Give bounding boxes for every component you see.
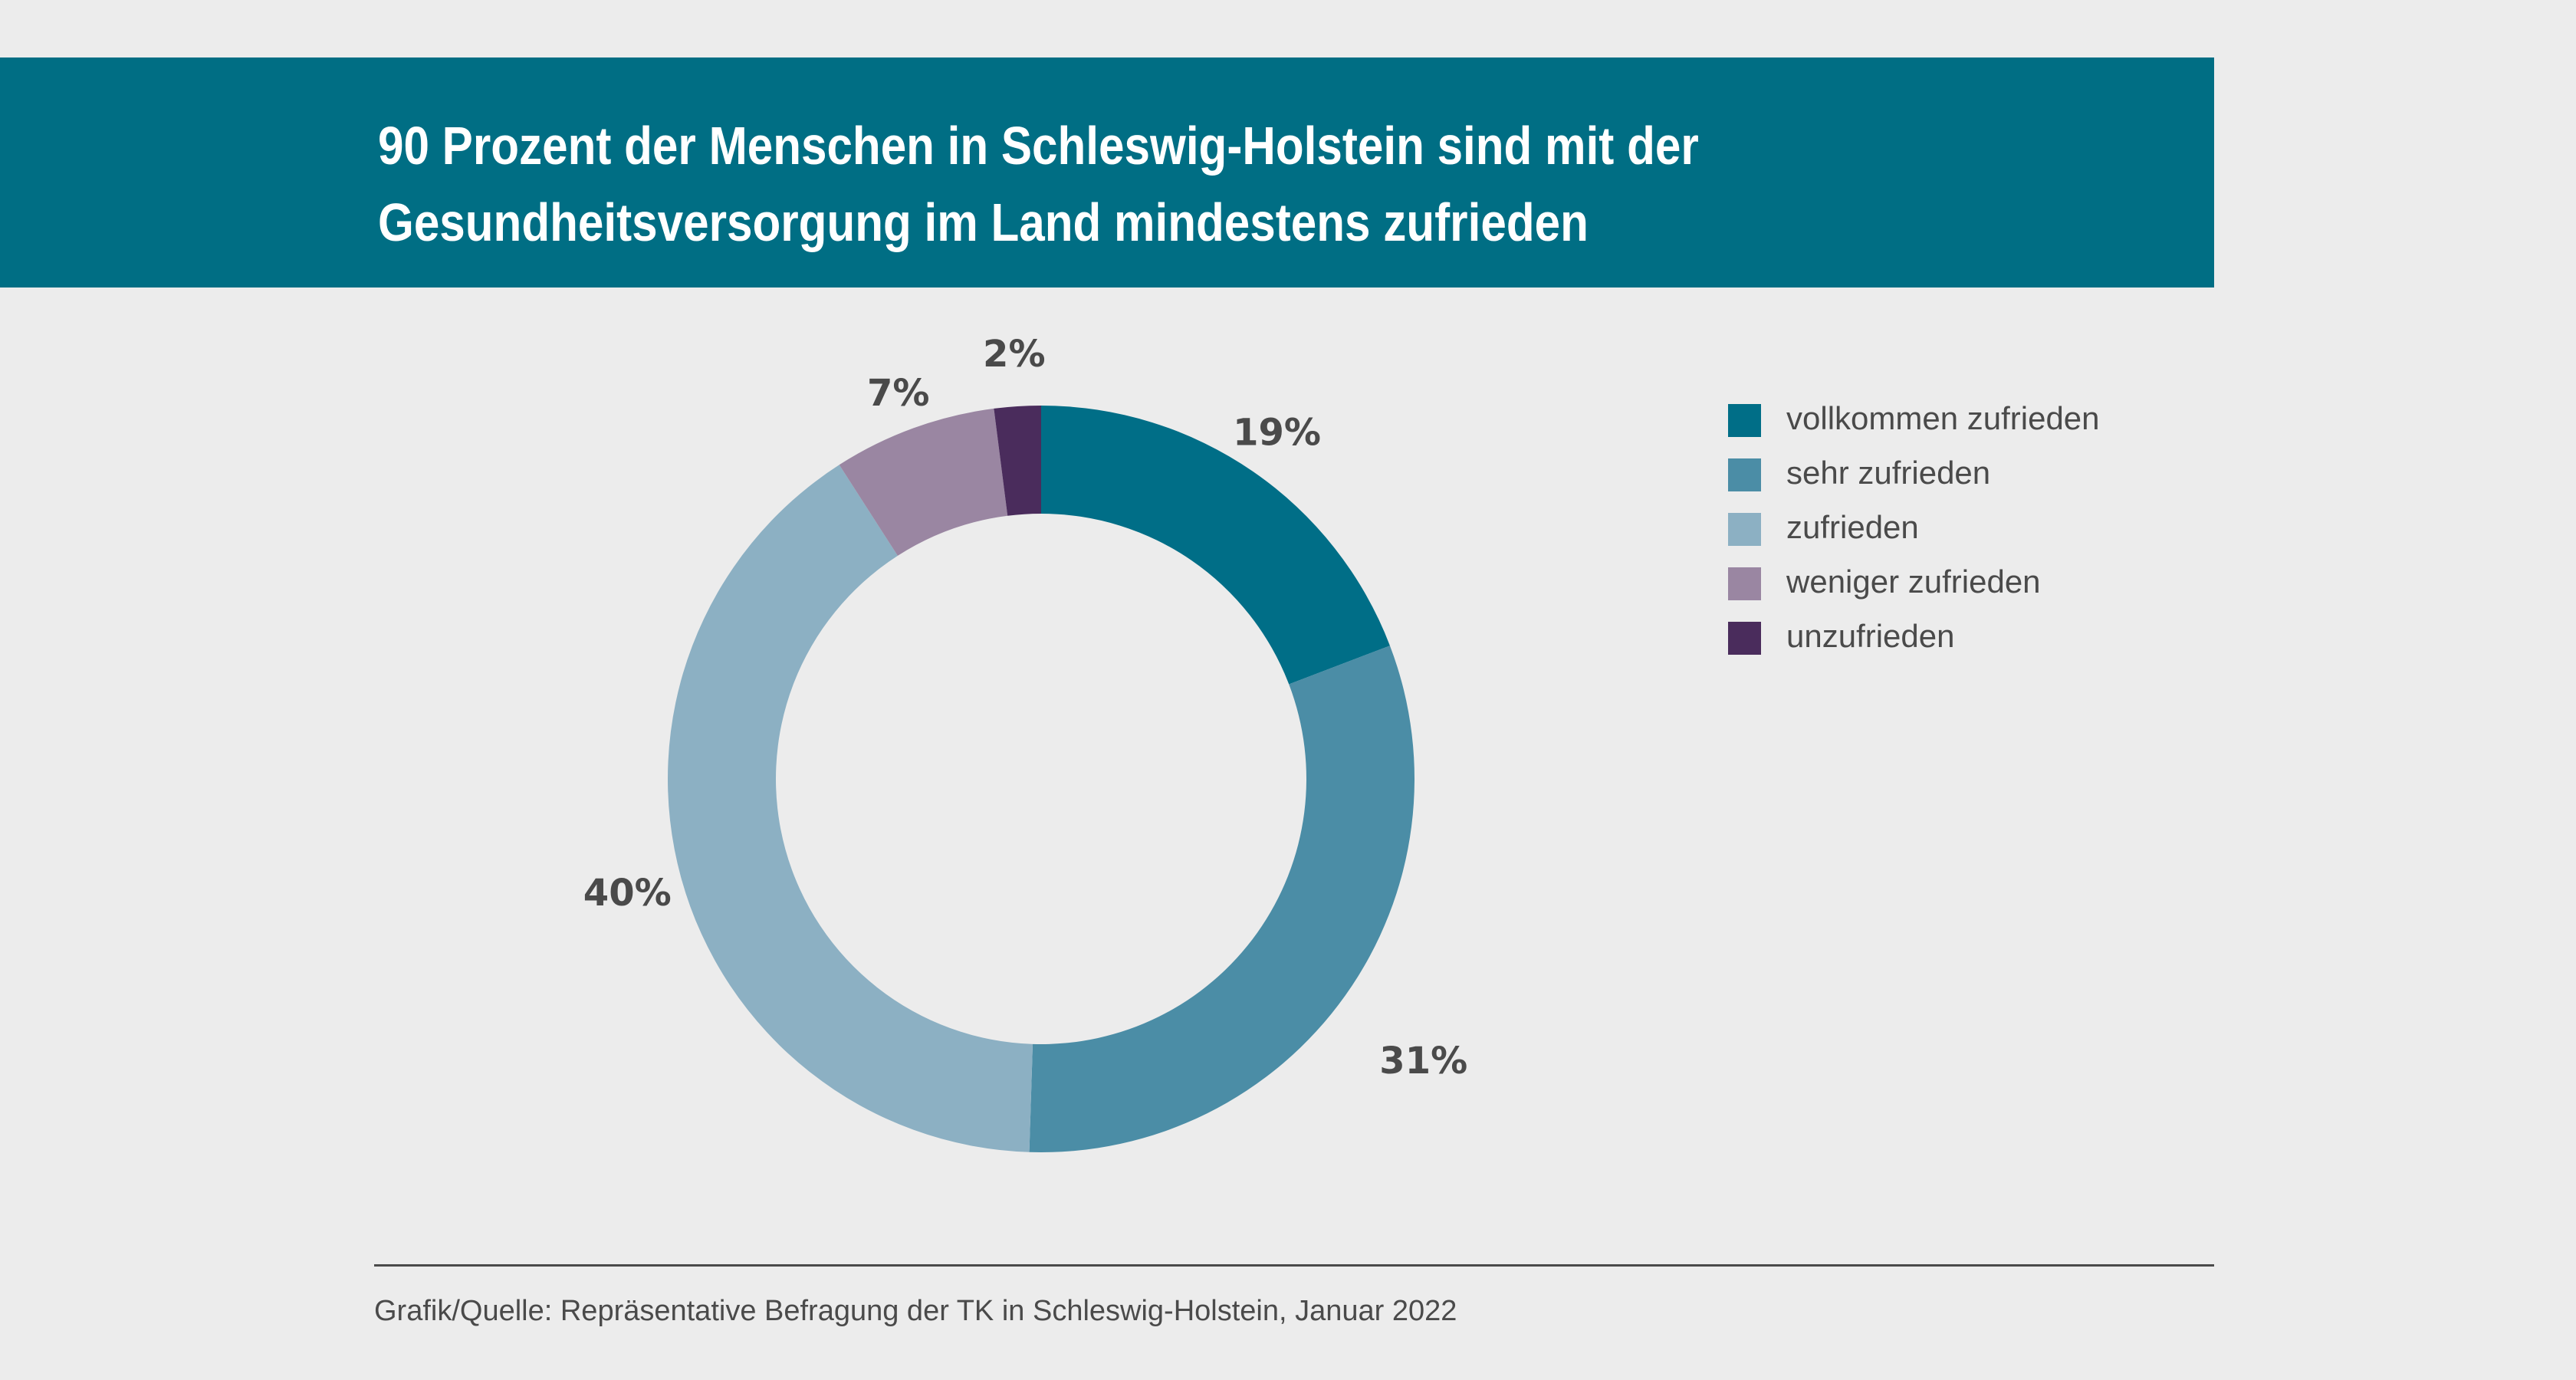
chart-title-line-1: 90 Prozent der Menschen in Schleswig-Hol…: [378, 116, 1699, 176]
data-label-zufrieden: 40%: [583, 872, 672, 915]
chart-title-line-2: Gesundheitsversorgung im Land mindestens…: [378, 192, 1589, 252]
data-label-weniger-zufrieden: 7%: [867, 372, 930, 415]
legend-swatch-unzufrieden: [1728, 622, 1761, 655]
title-banner: 90 Prozent der Menschen in Schleswig-Hol…: [0, 58, 2214, 288]
legend-swatch-sehr-zufrieden: [1728, 458, 1761, 491]
legend-label: weniger zufrieden: [1786, 564, 2041, 600]
footer-divider: [374, 1264, 2214, 1267]
legend-label: vollkommen zufrieden: [1786, 400, 2100, 436]
slice-unzufrieden: [994, 406, 1041, 516]
legend-swatch-weniger-zufrieden: [1728, 567, 1761, 600]
slice-vollkommen-zufrieden: [1041, 406, 1390, 685]
legend-label: sehr zufrieden: [1786, 455, 1991, 491]
data-label-sehr-zufrieden: 31%: [1379, 1040, 1467, 1083]
data-label-vollkommen-zufrieden: 19%: [1233, 412, 1321, 455]
legend-label: unzufrieden: [1786, 618, 1955, 654]
slice-weniger-zufrieden: [839, 408, 1008, 556]
slice-zufrieden: [668, 465, 1033, 1152]
source-note: Grafik/Quelle: Repräsentative Befragung …: [374, 1295, 1457, 1327]
legend-swatch-zufrieden: [1728, 513, 1761, 546]
legend-label: zufrieden: [1786, 509, 1919, 545]
legend-swatch-vollkommen-zufrieden: [1728, 404, 1761, 437]
donut-slices: [668, 406, 1414, 1152]
donut-data-labels: 19% 31% 40% 7% 2%: [583, 333, 1467, 1083]
data-label-unzufrieden: 2%: [983, 333, 1046, 376]
slice-sehr-zufrieden: [1029, 646, 1414, 1152]
